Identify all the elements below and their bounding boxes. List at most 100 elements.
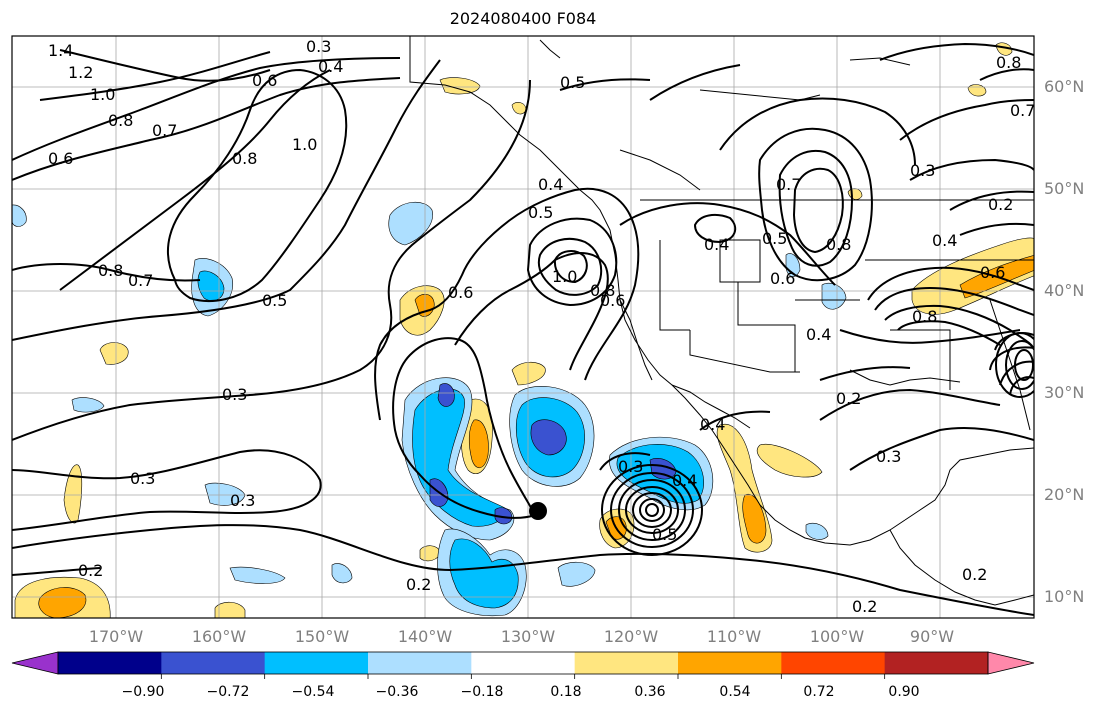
storm-center-marker bbox=[529, 502, 547, 520]
lon-label: 110°W bbox=[706, 627, 762, 646]
colorbar-tick-label: 0.18 bbox=[550, 684, 582, 700]
contour-label: 0.8 bbox=[108, 111, 133, 130]
contour-label: 0.4 bbox=[704, 235, 729, 254]
contour-label: 0.3 bbox=[910, 161, 935, 180]
neg-region bbox=[449, 538, 519, 609]
contour-label: 0.6 bbox=[448, 283, 473, 302]
lon-label: 90°W bbox=[909, 627, 955, 646]
neg-region bbox=[388, 202, 433, 246]
contour-label: 0.3 bbox=[230, 491, 255, 510]
contour-label: 0.8 bbox=[826, 235, 851, 254]
contour-label: 0.7 bbox=[128, 271, 153, 290]
neg-region bbox=[821, 282, 847, 310]
lon-label: 140°W bbox=[397, 627, 453, 646]
pos-region bbox=[63, 464, 83, 524]
colorbar-extend-low bbox=[11, 651, 59, 675]
contour-label: 1.0 bbox=[292, 135, 317, 154]
contour-label: 0.8 bbox=[232, 149, 257, 168]
contour-label: 0.5 bbox=[560, 73, 585, 92]
contour-label: 0.7 bbox=[776, 175, 801, 194]
lon-label: 120°W bbox=[603, 627, 659, 646]
contour-label-group: 1.4 1.2 1.0 0.8 0.7 0.6 0.6 0.4 0.3 0.5 … bbox=[48, 37, 1035, 616]
pos-region bbox=[511, 361, 546, 386]
colorbar-tick-label: −0.18 bbox=[460, 684, 504, 700]
contour-label: 0.2 bbox=[962, 565, 987, 584]
contour-lines bbox=[12, 42, 1034, 616]
colorbar-tick-label: −0.54 bbox=[291, 684, 335, 700]
pos-region bbox=[99, 342, 129, 365]
contour-label: 1.0 bbox=[552, 267, 577, 286]
colorbar-segment bbox=[471, 652, 576, 674]
colorbar bbox=[11, 651, 1035, 679]
contour-label: 0.3 bbox=[306, 37, 331, 56]
pos-region bbox=[468, 419, 489, 468]
contour-label: 0.6 bbox=[48, 149, 73, 168]
contour-label: 0.2 bbox=[78, 561, 103, 580]
colorbar-segment bbox=[884, 652, 989, 674]
shaded-negative-regions bbox=[12, 202, 847, 616]
neg-region bbox=[557, 561, 596, 587]
contour-label: 1.2 bbox=[68, 63, 93, 82]
colorbar-extend-high bbox=[987, 651, 1035, 675]
lat-label: 30°N bbox=[1044, 383, 1085, 402]
neg-region bbox=[530, 419, 567, 456]
colorbar-segment bbox=[781, 652, 886, 674]
lat-label: 10°N bbox=[1044, 587, 1085, 606]
neg-region bbox=[229, 566, 286, 584]
contour-label: 0.4 bbox=[932, 231, 957, 250]
graticule bbox=[12, 36, 1034, 618]
neg-region bbox=[71, 397, 105, 413]
contour-label: 1.4 bbox=[48, 41, 73, 60]
shaded-positive-regions bbox=[14, 42, 1034, 618]
colorbar-tick-label: 0.90 bbox=[888, 684, 920, 700]
pos-region bbox=[439, 77, 481, 95]
colorbar-frame bbox=[57, 651, 989, 675]
contour-label: 0.3 bbox=[618, 457, 643, 476]
colorbar-tick-label: 0.36 bbox=[634, 684, 666, 700]
lon-label: 150°W bbox=[294, 627, 350, 646]
contour-label: 0.3 bbox=[876, 447, 901, 466]
colorbar-segment bbox=[574, 652, 679, 674]
contour-label: 0.2 bbox=[988, 195, 1013, 214]
contour-label: 0.5 bbox=[528, 203, 553, 222]
colorbar-tick-label: 0.54 bbox=[719, 684, 751, 700]
contour-label: 0.8 bbox=[912, 307, 937, 326]
contour-label: 0.6 bbox=[980, 263, 1005, 282]
pos-region bbox=[214, 601, 246, 618]
contour-label: 0.5 bbox=[262, 291, 287, 310]
contour-label: 0.2 bbox=[406, 575, 431, 594]
colorbar-segment bbox=[678, 652, 782, 674]
lat-label: 50°N bbox=[1044, 179, 1085, 198]
lon-label: 100°W bbox=[809, 627, 865, 646]
contour-label: 1.0 bbox=[90, 85, 115, 104]
neg-region bbox=[12, 204, 27, 227]
contour-label: 0.7 bbox=[152, 121, 177, 140]
colorbar-tick-label: −0.90 bbox=[121, 684, 165, 700]
contour-label: 0.8 bbox=[590, 281, 615, 300]
pos-region bbox=[38, 587, 87, 618]
contour-label: 0.6 bbox=[600, 291, 625, 310]
map-frame bbox=[11, 35, 1035, 619]
contour-label: 0.4 bbox=[318, 57, 343, 76]
colorbar-segment bbox=[58, 652, 162, 674]
contour-label: 0.4 bbox=[672, 471, 697, 490]
map-title: 2024080400 F084 bbox=[449, 9, 597, 28]
contour-label: 0.6 bbox=[770, 269, 795, 288]
colorbar-segment bbox=[161, 652, 266, 674]
contour-label: 0.3 bbox=[222, 385, 247, 404]
lon-label: 160°W bbox=[191, 627, 247, 646]
neg-region bbox=[437, 383, 455, 407]
colorbar-tick-label: −0.36 bbox=[375, 684, 419, 700]
lat-label: 40°N bbox=[1044, 281, 1085, 300]
contour-label: 0.8 bbox=[996, 53, 1021, 72]
contour-label: 0.4 bbox=[700, 415, 725, 434]
colorbar-segment bbox=[368, 652, 472, 674]
contour-label: 0.4 bbox=[538, 175, 563, 194]
contour-label: 0.7 bbox=[1010, 101, 1035, 120]
contour-label: 0.3 bbox=[130, 469, 155, 488]
contour-label: 0.5 bbox=[652, 525, 677, 544]
pos-region bbox=[756, 443, 823, 478]
contour-label: 0.8 bbox=[98, 261, 123, 280]
colorbar-tick-label: −0.72 bbox=[206, 684, 250, 700]
